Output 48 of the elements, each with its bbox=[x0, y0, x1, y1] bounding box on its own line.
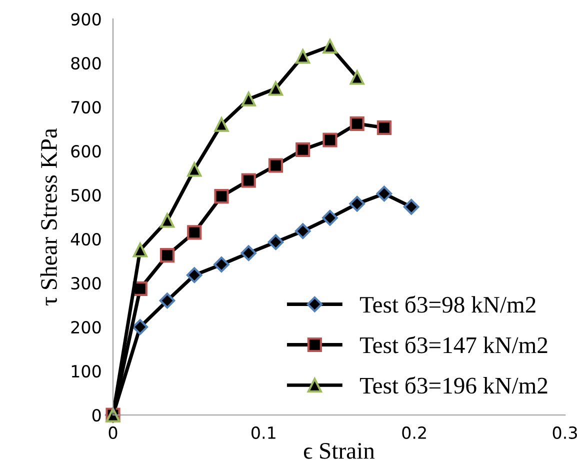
point bbox=[132, 319, 148, 335]
point bbox=[187, 162, 202, 177]
x-tick-label: 0.1 bbox=[252, 426, 276, 440]
point bbox=[294, 223, 311, 239]
point bbox=[240, 245, 257, 261]
point bbox=[296, 142, 310, 157]
y-tick-label: 900 bbox=[71, 12, 101, 26]
point bbox=[160, 248, 175, 263]
point bbox=[159, 292, 176, 309]
legend-label: Test б3=147 kN/m2 bbox=[360, 336, 548, 354]
point bbox=[376, 186, 392, 202]
legend-label: Test б3=98 kN/m2 bbox=[360, 296, 536, 313]
y-tick-label: 700 bbox=[71, 100, 101, 114]
point bbox=[186, 267, 202, 283]
x-tick-label: 0.2 bbox=[402, 426, 426, 440]
y-tick-label: 500 bbox=[71, 188, 101, 202]
point bbox=[403, 198, 420, 215]
y-tick-label: 200 bbox=[71, 320, 101, 334]
point bbox=[350, 116, 364, 132]
y-tick-label: 100 bbox=[72, 364, 101, 378]
point bbox=[160, 213, 175, 228]
y-tick-label: 0 bbox=[92, 408, 101, 422]
point bbox=[214, 256, 230, 272]
point bbox=[322, 38, 338, 54]
point bbox=[322, 210, 338, 226]
legend-label: Test б3=196 kN/m2 bbox=[360, 376, 548, 394]
point bbox=[296, 49, 310, 64]
point bbox=[350, 70, 364, 85]
y-axis-title: τ Shear Stress KPa bbox=[40, 128, 57, 306]
x-axis-title: ϵ Strain bbox=[304, 442, 375, 459]
point bbox=[376, 120, 392, 135]
point bbox=[268, 81, 284, 96]
x-tick-label: 0.3 bbox=[552, 426, 577, 440]
y-tick-label: 800 bbox=[71, 56, 101, 70]
point bbox=[187, 225, 202, 240]
y-tick-label: 600 bbox=[71, 144, 101, 158]
point bbox=[268, 158, 284, 173]
point bbox=[322, 132, 338, 148]
point bbox=[268, 234, 284, 250]
y-tick-label: 400 bbox=[70, 232, 101, 246]
point bbox=[241, 173, 256, 188]
point bbox=[214, 189, 229, 204]
point bbox=[241, 92, 256, 106]
point bbox=[214, 117, 229, 132]
x-tick-label: 0 bbox=[108, 426, 118, 440]
y-tick-label: 300 bbox=[71, 276, 101, 290]
point bbox=[132, 242, 148, 258]
point bbox=[349, 196, 365, 212]
